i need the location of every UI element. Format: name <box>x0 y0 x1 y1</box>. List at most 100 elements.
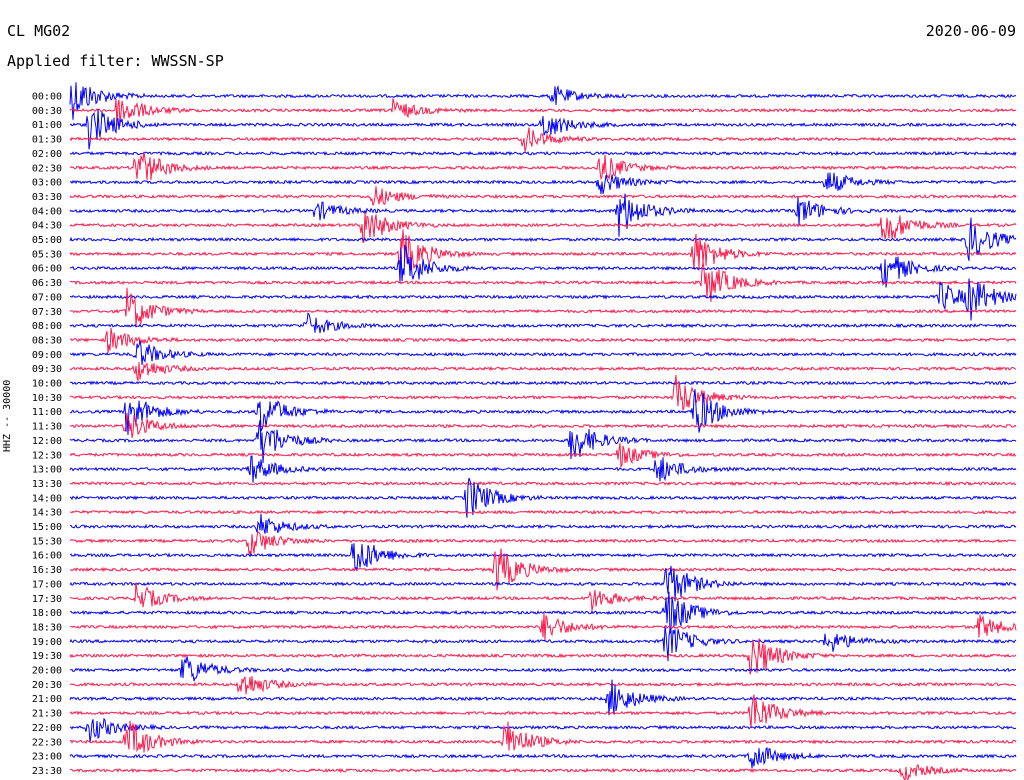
row-time-label: 08:00 <box>32 321 62 332</box>
seismic-trace-row <box>69 186 1017 206</box>
row-time-label: 09:30 <box>32 364 62 375</box>
row-time-label: 11:00 <box>32 407 62 418</box>
row-time-label: 02:00 <box>32 149 62 160</box>
seismic-trace-row <box>69 172 1017 195</box>
row-time-label: 21:00 <box>32 694 62 705</box>
seismic-trace-row <box>69 340 1017 366</box>
row-time-label: 14:30 <box>32 508 62 519</box>
row-time-label: 16:30 <box>32 565 62 576</box>
row-time-label: 17:30 <box>32 594 62 605</box>
row-time-label: 12:30 <box>32 450 62 461</box>
row-time-label: 13:00 <box>32 465 62 476</box>
seismic-trace-row <box>69 763 1017 780</box>
seismic-trace-row <box>69 747 1017 769</box>
filter-label: Applied filter: WWSSN-SP <box>7 52 224 70</box>
seismic-trace-row <box>69 287 1017 327</box>
row-time-label: 19:00 <box>32 637 62 648</box>
row-time-label: 07:30 <box>32 307 62 318</box>
row-time-label: 06:00 <box>32 264 62 275</box>
seismic-trace-row <box>69 612 1017 642</box>
row-time-label: 02:30 <box>32 163 62 174</box>
seismic-trace-row <box>69 720 1017 753</box>
row-time-label: 09:00 <box>32 350 62 361</box>
row-time-label: 23:00 <box>32 752 62 763</box>
seismic-trace-row <box>69 212 1017 244</box>
seismic-trace-row <box>69 565 1017 602</box>
row-time-label: 14:00 <box>32 493 62 504</box>
row-time-label: 10:30 <box>32 393 62 404</box>
seismic-trace-row <box>69 679 1017 716</box>
seismic-trace-row <box>69 151 1017 181</box>
seismic-trace-row <box>69 193 1017 237</box>
seismic-trace-row <box>69 509 1017 515</box>
seismic-trace-row <box>69 217 1017 261</box>
row-time-label: 21:30 <box>32 709 62 720</box>
seismic-trace-row <box>69 312 1017 334</box>
seismic-trace-row <box>69 98 1017 126</box>
seismic-trace-row <box>69 327 1016 354</box>
row-time-label: 20:00 <box>32 666 62 677</box>
row-time-label: 19:30 <box>32 651 62 662</box>
seismic-trace-row <box>69 543 1017 571</box>
seismic-trace-row <box>69 442 1017 469</box>
seismic-trace-row <box>69 229 1017 271</box>
row-time-label: 03:00 <box>32 178 62 189</box>
seismic-trace-row <box>69 374 1017 411</box>
seismic-trace-row <box>69 362 1017 382</box>
row-time-label: 15:30 <box>32 536 62 547</box>
seismic-trace-row <box>69 717 1017 743</box>
row-time-label: 03:30 <box>32 192 62 203</box>
row-time-label: 01:30 <box>32 135 62 146</box>
row-time-label: 20:30 <box>32 680 62 691</box>
seismic-trace-row <box>69 582 1017 611</box>
row-time-label: 18:00 <box>32 608 62 619</box>
row-time-label: 23:30 <box>32 766 62 777</box>
seismic-trace-row <box>69 109 1017 150</box>
row-time-label: 08:30 <box>32 335 62 346</box>
row-time-label: 04:00 <box>32 206 62 217</box>
seismic-trace-row <box>69 626 1017 662</box>
channel-axis-label: HHZ -- 30000 <box>2 379 13 452</box>
seismic-trace-row <box>69 455 1017 483</box>
station-label: CL MG02 <box>7 22 71 40</box>
seismic-trace-row <box>69 638 1017 675</box>
seismic-trace-row <box>69 82 1017 120</box>
row-time-label: 12:00 <box>32 436 62 447</box>
row-time-label: 17:00 <box>32 579 62 590</box>
seismic-trace-row <box>70 389 1017 436</box>
row-time-label: 11:30 <box>32 422 62 433</box>
row-time-label: 06:30 <box>32 278 62 289</box>
seismic-trace-row <box>69 278 1017 321</box>
seismic-trace-row <box>69 150 1017 157</box>
row-time-label: 18:30 <box>32 622 62 633</box>
row-time-label: 22:00 <box>32 723 62 734</box>
row-time-label: 07:00 <box>32 292 62 303</box>
row-time-label: 00:30 <box>32 106 62 117</box>
seismic-trace-row <box>69 380 1017 386</box>
seismic-trace-row <box>69 419 1017 464</box>
row-time-label: 04:30 <box>32 221 62 232</box>
seismic-trace-row <box>69 676 1017 695</box>
seismic-trace-row <box>69 548 1017 591</box>
row-time-label: 13:30 <box>32 479 62 490</box>
seismic-trace-row <box>69 413 1017 439</box>
seismic-trace-row <box>69 480 1017 487</box>
row-time-label: 10:00 <box>32 379 62 390</box>
seismic-trace-row <box>69 261 1017 303</box>
seismic-trace-row <box>69 694 1017 728</box>
row-time-label: 05:30 <box>32 249 62 260</box>
date-label: 2020-06-09 <box>925 22 1016 40</box>
row-time-label: 05:00 <box>32 235 62 246</box>
seismic-trace-row <box>69 513 1017 534</box>
seismic-trace-row <box>69 656 1016 682</box>
row-time-label: 15:00 <box>32 522 62 533</box>
seismic-trace-row <box>69 477 1017 518</box>
seismic-trace-row <box>69 244 1017 288</box>
row-time-label: 22:30 <box>32 737 62 748</box>
seismic-trace-row <box>69 591 1017 634</box>
row-time-label: 01:00 <box>32 120 62 131</box>
seismic-trace-row <box>69 531 1017 556</box>
row-time-label: 00:00 <box>32 92 62 103</box>
row-time-label: 16:00 <box>32 551 62 562</box>
